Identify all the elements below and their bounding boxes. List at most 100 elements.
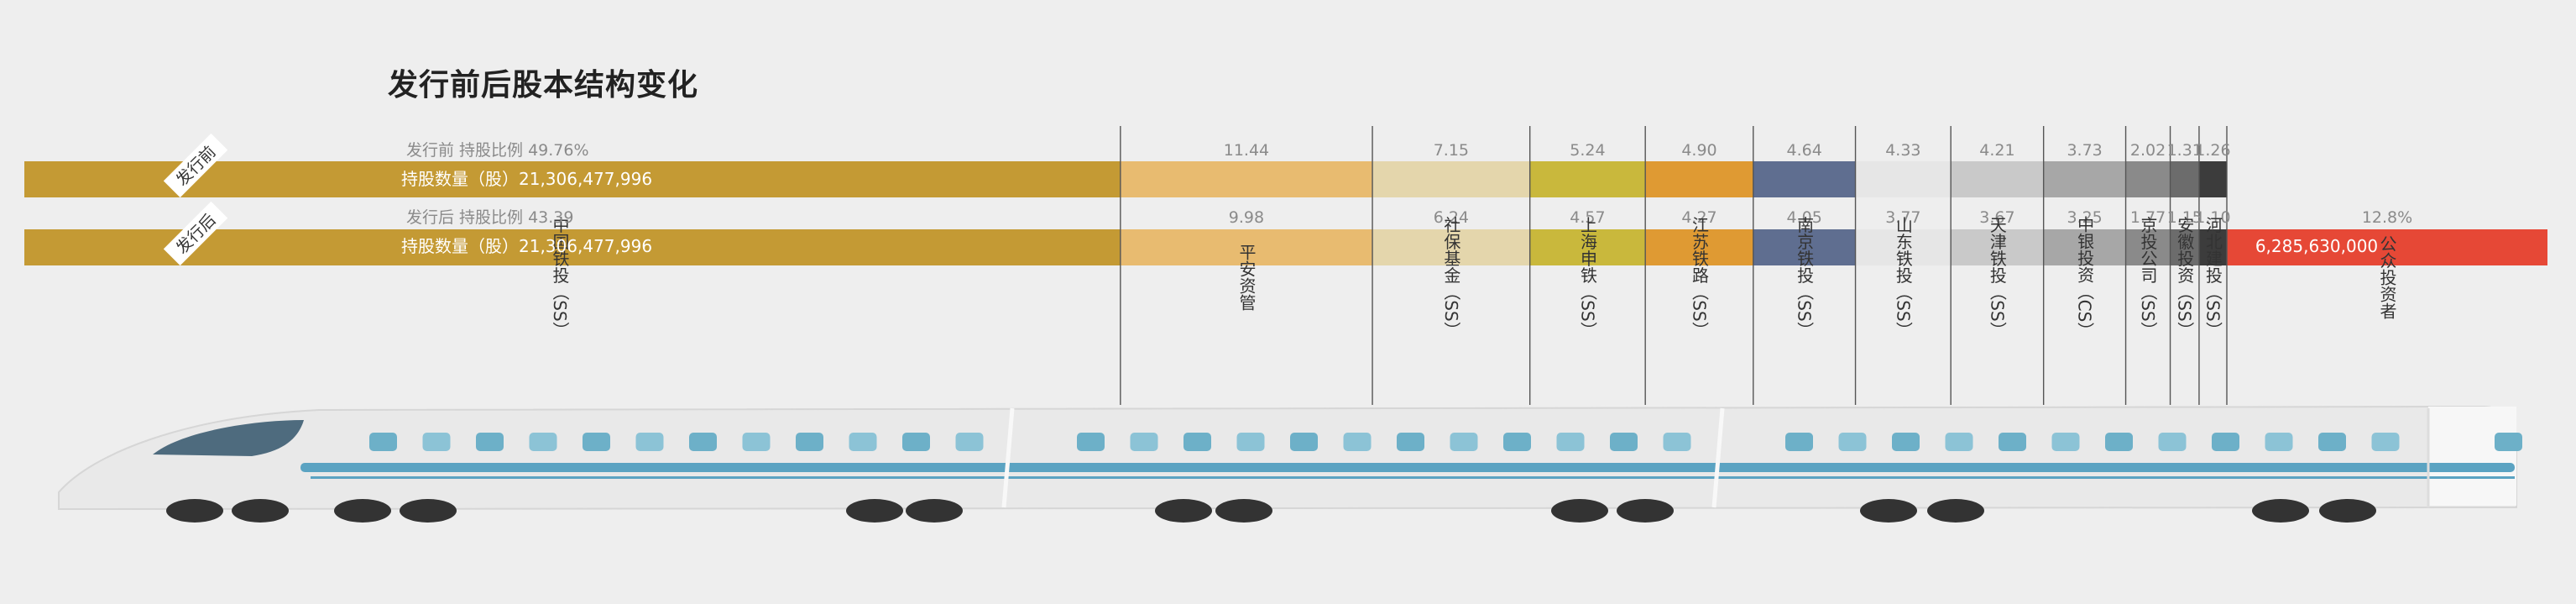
train-window [1290,433,1318,451]
row-before-pct-label: 发行前 持股比例 49.76% [406,141,589,160]
category-label-山东铁投SS: 山东铁投（SS） [1893,216,1913,339]
train-window [2158,433,2187,451]
value-label-before-平安资管: 11.44 [1224,141,1269,160]
train-window [1343,433,1372,451]
train-window [1556,433,1585,451]
train-window [1236,433,1265,451]
value-label-after-中银投资CS: 3.25 [2067,208,2102,227]
value-label-after-平安资管: 9.98 [1229,208,1264,227]
bar-before-上海申铁SS [1529,161,1646,197]
train-window [742,433,771,451]
train-window [1838,433,1867,451]
train-wheel [232,499,289,523]
car-divider [1001,407,1015,508]
train-wheel [334,499,391,523]
bar-after-安徽投资SS [2170,229,2199,265]
train-window [1892,433,1920,451]
train-wheel [400,499,457,523]
category-label-京投公司SS: 京投公司（SS） [2138,216,2158,339]
bar-before-安徽投资SS [2170,161,2199,197]
train-window [1077,433,1105,451]
category-label-安徽投资SS: 安徽投资（SS） [2175,216,2195,339]
train-window [955,433,984,451]
bar-after-河北建投SS [2198,229,2227,265]
value-label-before-社保基金SS: 7.15 [1434,141,1469,160]
row-after-shares-label: 持股数量（股）21,306,477,996 [401,236,652,256]
bar-before-社保基金SS [1372,161,1530,197]
train-stripe-thick [300,463,2515,472]
bar-after-天津铁投SS [1951,229,2044,265]
value-label-before-安徽投资SS: 1.31 [2167,141,2202,160]
category-label-南京铁投SS: 南京铁投（SS） [1795,216,1815,339]
train-window [902,433,930,451]
train-window [1610,433,1638,451]
train-window [529,433,557,451]
train-body [58,405,2517,511]
train-wheel [846,499,903,523]
train-window [1945,433,1973,451]
train-wheel [1215,499,1272,523]
bar-before-南京铁投SS [1753,161,1856,197]
category-label-社保基金SS: 社保基金（SS） [1441,216,1461,339]
train-window [1503,433,1531,451]
train-window [1999,433,2026,451]
train-window [849,433,877,451]
category-label-中银投资CS: 中银投资（CS） [2075,215,2095,339]
train-wheel [1551,499,1608,523]
value-label-before-南京铁投SS: 4.64 [1787,141,1822,160]
bar-before-山东铁投SS [1855,161,1952,197]
bar-before-中银投资CS [2043,161,2126,197]
train-window [2265,433,2293,451]
row-before-shares-label: 持股数量（股）21,306,477,996 [401,169,652,189]
train-wheel [2252,499,2309,523]
row-after-pct-label: 发行后 持股比例 43.39 [406,208,573,227]
value-label-after-江苏铁路SS: 4.27 [1681,208,1716,227]
train-window [1450,433,1478,451]
train-window [689,433,717,451]
train-wheel [2319,499,2376,523]
train-window [2371,433,2400,451]
bar-before-平安资管 [1120,161,1373,197]
value-label-before-河北建投SS: 1.26 [2195,141,2230,160]
bar-after-中银投资CS [2043,229,2126,265]
train-window [2318,433,2346,451]
value-label-after-上海申铁SS: 4.57 [1570,208,1605,227]
category-label-天津铁投SS: 天津铁投（SS） [1987,216,2007,338]
category-label-上海申铁SS: 上海申铁（SS） [1577,216,1597,339]
bar-before-河北建投SS [2198,161,2227,197]
value-label-before-天津铁投SS: 4.21 [1979,141,2014,160]
bar-before-江苏铁路SS [1645,161,1753,197]
train-window [635,433,664,451]
car-divider [1711,407,1725,508]
train-window [1663,433,1691,451]
bar-after-江苏铁路SS [1645,229,1753,265]
bar-after-社保基金SS [1372,229,1530,265]
tag-background [163,133,228,198]
bar-after-京投公司SS [2125,229,2171,265]
value-label-after-公众投资者: 12.8% [2362,208,2412,227]
bar-after-山东铁投SS [1855,229,1952,265]
train-window [1183,433,1211,451]
value-label-after-南京铁投SS: 4.05 [1787,208,1822,227]
value-label-after-京投公司SS: 1.77 [2130,208,2166,227]
train-window [2105,433,2133,451]
train-window [2495,433,2522,451]
bar-after-公众投资者 [2227,229,2547,265]
train-stripe-thin [311,476,2515,479]
train-illustration [58,405,2522,523]
train-window [796,433,823,451]
bar-after-平安资管 [1120,229,1373,265]
bar-before-天津铁投SS [1951,161,2044,197]
category-label-中国铁投SS: 中国铁投（SS） [550,216,570,339]
value-label-before-江苏铁路SS: 4.90 [1681,141,1716,160]
value-label-after-山东铁投SS: 3.77 [1885,208,1920,227]
train-window [1785,433,1813,451]
train-wheel [1617,499,1674,523]
train-windshield [153,420,304,456]
value-label-after-河北建投SS: 1.10 [2195,208,2230,227]
train-window [476,433,504,451]
value-label-before-京投公司SS: 2.02 [2130,141,2166,160]
tag-background [163,201,228,266]
value-label-before-山东铁投SS: 4.33 [1885,141,1920,160]
